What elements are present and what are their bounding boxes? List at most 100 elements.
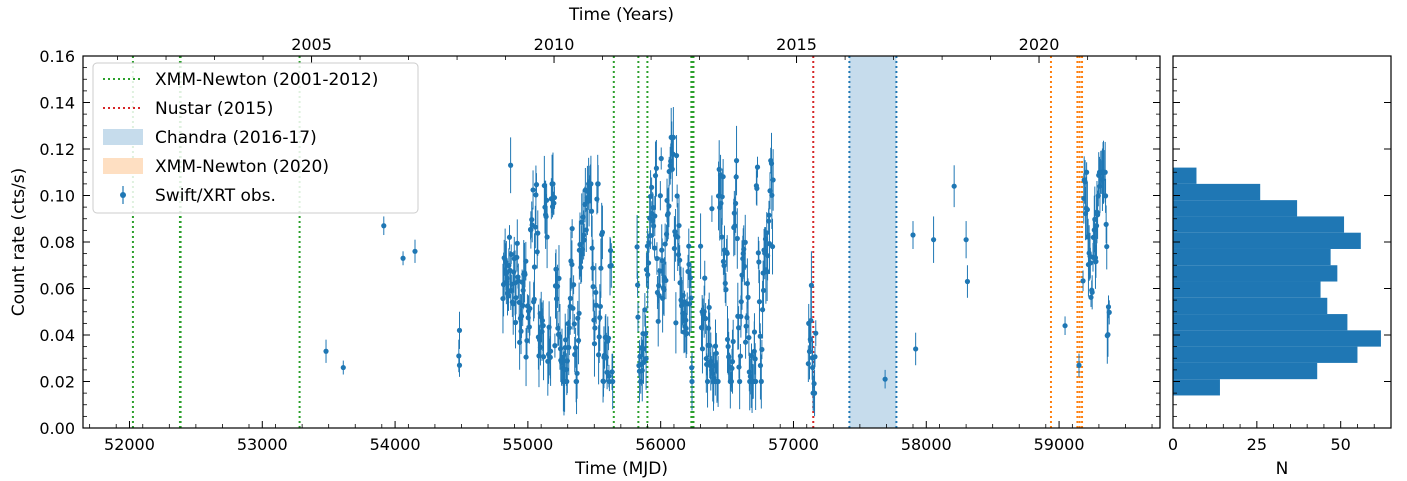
legend-label: Nustar (2015) xyxy=(155,99,273,119)
swift-point xyxy=(581,237,587,243)
lightcurve-ticks: 52000 53000 54000 55000 56000 57000 58000 59000… xyxy=(39,35,1160,454)
swift-point xyxy=(687,275,693,281)
swift-point xyxy=(642,331,649,337)
swift-point xyxy=(1102,193,1109,199)
swift-point xyxy=(642,307,648,313)
swift-point xyxy=(551,200,557,206)
swift-point xyxy=(675,251,682,258)
swift-point xyxy=(592,325,598,331)
swift-point xyxy=(1105,332,1111,338)
swift-point xyxy=(715,378,721,385)
swift-point xyxy=(808,317,814,324)
swift-point xyxy=(598,265,604,271)
y-axis-label: Count rate (cts/s) xyxy=(9,168,29,317)
swift-point xyxy=(769,192,775,198)
swift-point xyxy=(652,173,659,179)
swift-point xyxy=(533,192,539,198)
swift-point xyxy=(759,307,766,313)
swift-point xyxy=(566,344,572,351)
swift-point xyxy=(742,239,748,245)
swift-point xyxy=(719,234,725,240)
swift-point xyxy=(732,223,738,229)
swift-point xyxy=(737,353,744,359)
swift-point xyxy=(1087,260,1093,266)
x-tick-label: 56000 xyxy=(635,435,686,454)
swift-point xyxy=(574,370,580,376)
swift-point xyxy=(720,174,726,180)
swift-point xyxy=(724,250,730,257)
swift-point xyxy=(566,325,572,331)
swift-point xyxy=(594,196,600,202)
x-tick-label: 57000 xyxy=(768,435,819,454)
swift-point xyxy=(532,224,538,230)
swift-point xyxy=(534,249,540,255)
swift-point xyxy=(673,320,679,326)
swift-point xyxy=(381,223,387,229)
legend-patch-swatch xyxy=(103,129,143,145)
top-tick-label: 2005 xyxy=(291,35,332,54)
histogram-bar xyxy=(1173,314,1348,331)
swift-point xyxy=(527,305,533,312)
swift-point xyxy=(593,302,599,308)
swift-point xyxy=(738,299,744,305)
swift-point xyxy=(675,234,681,240)
x-tick-label: 54000 xyxy=(370,435,421,454)
histogram-x-tick-label: 0 xyxy=(1168,435,1178,454)
swift-point xyxy=(553,296,560,302)
swift-point xyxy=(1094,212,1101,218)
swift-points-layer xyxy=(323,107,1112,417)
swift-point xyxy=(505,293,512,299)
swift-point xyxy=(712,343,719,349)
swift-point xyxy=(722,280,728,286)
swift-point xyxy=(610,378,616,385)
swift-point xyxy=(663,277,669,284)
swift-point xyxy=(522,271,528,278)
swift-point xyxy=(688,295,694,301)
swift-point xyxy=(707,342,713,349)
swift-point xyxy=(697,243,704,249)
histogram-bar xyxy=(1173,379,1220,396)
swift-point xyxy=(583,227,589,233)
y-tick-label: 0.02 xyxy=(39,373,75,392)
swift-point xyxy=(655,318,661,324)
swift-point xyxy=(930,237,937,243)
swift-point xyxy=(1104,243,1110,250)
swift-point xyxy=(812,354,818,360)
swift-point xyxy=(951,183,957,189)
swift-point xyxy=(963,237,969,243)
swift-point xyxy=(635,314,641,320)
swift-point xyxy=(760,287,767,294)
swift-point xyxy=(657,193,663,199)
swift-point xyxy=(733,200,739,206)
swift-point xyxy=(654,255,660,262)
swift-point xyxy=(734,235,740,242)
swift-point xyxy=(665,210,671,217)
histogram-bars xyxy=(1173,167,1381,396)
histogram-bar xyxy=(1173,183,1261,201)
swift-point xyxy=(1102,169,1108,175)
y-tick-label: 0.06 xyxy=(39,280,75,299)
histogram-bar xyxy=(1173,281,1321,298)
swift-point xyxy=(718,200,724,206)
swift-point xyxy=(753,378,759,385)
swift-point xyxy=(706,304,712,311)
legend-marker-swatch xyxy=(120,192,126,198)
swift-point xyxy=(746,334,752,341)
y-tick-label: 0.10 xyxy=(39,187,75,206)
swift-point xyxy=(639,367,645,374)
swift-point xyxy=(743,323,749,329)
swift-point xyxy=(595,181,601,187)
swift-point xyxy=(340,364,346,371)
swift-point xyxy=(518,313,525,319)
swift-point xyxy=(508,162,514,168)
swift-point xyxy=(597,303,603,310)
swift-point xyxy=(673,152,680,159)
swift-point xyxy=(724,336,731,343)
y-tick-label: 0.14 xyxy=(39,94,75,113)
x-tick-label: 58000 xyxy=(901,435,952,454)
legend-patch-swatch xyxy=(103,158,143,174)
histogram-panel: 0 25 50 N xyxy=(1168,55,1392,479)
legend-label: XMM-Newton (2001-2012) xyxy=(155,70,378,90)
swift-point xyxy=(741,263,748,269)
